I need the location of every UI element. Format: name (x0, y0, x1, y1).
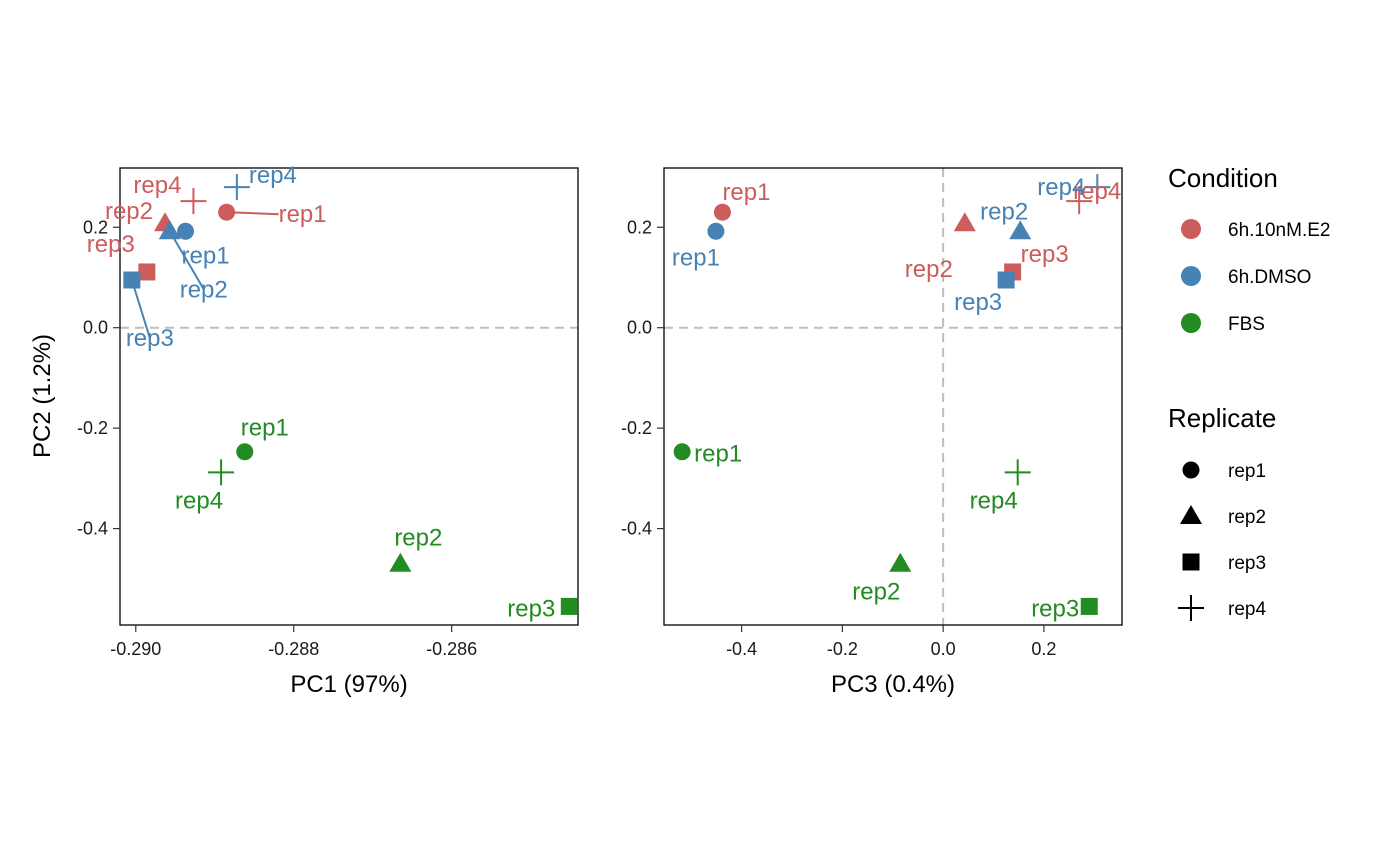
data-point (389, 552, 412, 572)
replicate-legend-key (1180, 505, 1202, 524)
data-point (707, 222, 725, 240)
legend: Condition 6h.10nM.E2 6h.DMSO FBS Replicate… (1168, 163, 1330, 621)
point-label: rep3 (126, 325, 174, 352)
replicate-legend-label: rep3 (1228, 553, 1266, 574)
plot-frame (119, 167, 579, 626)
data-point (180, 188, 207, 215)
data-point (1004, 459, 1031, 486)
label-connector (226, 211, 279, 216)
point-label: rep1 (722, 179, 770, 206)
data-point (1009, 220, 1032, 240)
y-tick-label: 0.0 (627, 318, 652, 338)
y-tick-label: -0.4 (77, 519, 108, 539)
point-label: rep2 (852, 579, 900, 606)
y-tick-label: 0.2 (627, 217, 652, 237)
condition-legend-label: 6h.DMSO (1228, 267, 1311, 288)
condition-legend-title: Condition (1168, 163, 1278, 193)
y-tick-label: 0.2 (83, 217, 108, 237)
condition-legend-label: FBS (1228, 314, 1265, 335)
pc1-vs-pc2-panel: -0.290 -0.288 -0.286 -0.4 -0.2 0.0 0.2 rep1 re… (29, 162, 579, 698)
point-label: rep3 (1021, 241, 1069, 268)
replicate-legend-key (1178, 595, 1204, 621)
point-label: rep4 (133, 172, 181, 199)
x-axis-title: PC1 (97%) (290, 671, 407, 698)
label-connector (168, 230, 205, 290)
data-point (218, 203, 236, 221)
x-tick-label: -0.288 (268, 639, 319, 659)
x-tick-label: 0.2 (1031, 639, 1056, 659)
x-tick-label: -0.286 (426, 639, 477, 659)
data-point (713, 203, 731, 221)
point-label: rep4 (1073, 178, 1121, 205)
data-point (997, 271, 1015, 289)
condition-legend-key (1181, 313, 1201, 333)
point-label: rep4 (970, 487, 1018, 514)
point-label: rep2 (180, 276, 228, 303)
y-tick-label: -0.2 (77, 418, 108, 438)
data-point (123, 271, 141, 289)
point-label: rep4 (1037, 174, 1085, 201)
plot-frame (663, 167, 1123, 626)
y-tick-label: -0.2 (621, 418, 652, 438)
point-label: rep2 (980, 198, 1028, 225)
data-point (236, 443, 254, 461)
point-label: rep2 (105, 198, 153, 225)
data-point (1080, 597, 1098, 615)
replicate-legend-label: rep2 (1228, 507, 1266, 528)
y-tick-label: -0.4 (621, 519, 652, 539)
point-label: rep1 (694, 441, 742, 468)
point-label: rep3 (507, 595, 555, 622)
replicate-legend-key (1182, 553, 1200, 571)
data-point (1084, 174, 1111, 201)
replicate-legend-label: rep1 (1228, 461, 1266, 482)
point-label: rep4 (249, 162, 297, 189)
x-tick-label: -0.2 (827, 639, 858, 659)
x-tick-label: -0.4 (726, 639, 757, 659)
condition-legend: Condition 6h.10nM.E2 6h.DMSO FBS (1168, 163, 1330, 335)
data-point (177, 222, 195, 240)
point-label: rep3 (87, 231, 135, 258)
data-point (223, 174, 250, 201)
data-point (560, 597, 578, 615)
x-tick-label: 0.0 (931, 639, 956, 659)
x-axis-title: PC3 (0.4%) (831, 671, 955, 698)
data-point (673, 443, 691, 461)
data-point (138, 263, 156, 281)
replicate-legend: Replicate rep1 rep2 rep3 rep4 (1168, 403, 1276, 621)
pc3-vs-pc2-panel: -0.4 -0.2 0.0 0.2 -0.4-0.20.00.2 rep1rep2re… (621, 167, 1123, 698)
point-label: rep2 (394, 525, 442, 552)
data-point (1066, 188, 1093, 215)
point-label: rep3 (954, 289, 1002, 316)
point-label: rep1 (241, 415, 289, 442)
label-connector (130, 279, 151, 339)
data-point (208, 459, 235, 486)
point-label: rep2 (905, 256, 953, 283)
x-tick-label: -0.290 (110, 639, 161, 659)
replicate-legend-key (1182, 461, 1200, 479)
point-label: rep1 (279, 201, 327, 228)
y-axis-title: PC2 (1.2%) (29, 334, 56, 458)
replicate-legend-label: rep4 (1228, 599, 1266, 620)
point-label: rep4 (175, 487, 223, 514)
condition-legend-label: 6h.10nM.E2 (1228, 220, 1330, 241)
point-label: rep3 (1031, 595, 1079, 622)
data-point (889, 552, 912, 572)
point-label: rep1 (672, 244, 720, 271)
data-point (158, 220, 181, 240)
replicate-legend-title: Replicate (1168, 403, 1276, 433)
y-tick-label: 0.0 (83, 318, 108, 338)
point-label: rep1 (182, 242, 230, 269)
data-point (953, 212, 976, 232)
condition-legend-key (1181, 266, 1201, 286)
condition-legend-key (1181, 219, 1201, 239)
